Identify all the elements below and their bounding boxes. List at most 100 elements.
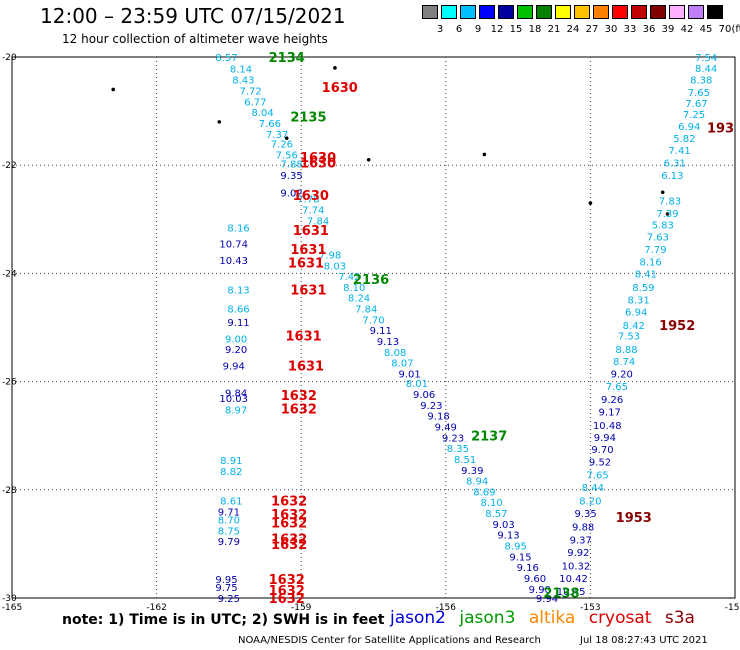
wave-height-label: 8.44: [582, 483, 604, 494]
wave-height-label: 9.26: [601, 395, 623, 406]
wave-height-label: 7.83: [659, 196, 681, 207]
legend-tick-label: 33: [623, 24, 637, 35]
legend-tick-label: 24: [566, 24, 580, 35]
wave-height-label: 9.18: [427, 412, 449, 423]
legend-swatch: [631, 5, 647, 19]
wave-height-label: 8.57: [485, 509, 507, 520]
wave-height-label: 6.77: [244, 97, 266, 108]
wave-height-label: 9.94: [223, 361, 245, 372]
legend-swatch: [707, 5, 723, 19]
x-tick-label: -162: [146, 603, 166, 613]
wave-height-label: 9.39: [461, 466, 483, 477]
legend-swatch: [593, 5, 609, 19]
legend-swatch: [574, 5, 590, 19]
legend-swatch: [669, 5, 685, 19]
wave-height-label: 9.20: [611, 369, 633, 380]
wave-height-label: 8.97: [225, 406, 247, 417]
pass-time-label: 2137: [471, 430, 507, 445]
wave-height-label: 7.67: [685, 99, 707, 110]
x-tick-label: -150: [725, 603, 740, 613]
wave-height-label: 8.08: [384, 348, 406, 359]
legend-swatch: [460, 5, 476, 19]
wave-height-label: 8.13: [227, 286, 249, 297]
wave-height-label: 8.20: [579, 497, 601, 508]
wave-height-label: 9.84: [225, 388, 247, 399]
wave-height-label: 8.42: [623, 321, 645, 332]
wave-height-label: 8.51: [454, 455, 476, 466]
wave-height-label: 7.39: [656, 209, 678, 220]
legend-tick-label: 30: [604, 24, 618, 35]
island-dot: [482, 152, 487, 157]
legend-swatch: [441, 5, 457, 19]
sat-altika: altika: [528, 608, 576, 628]
sat-cryosat: cryosat: [588, 608, 652, 628]
island-dot: [665, 212, 670, 216]
wave-height-label: 8.95: [505, 542, 527, 553]
pass-time-label: 1632: [269, 573, 305, 588]
wave-height-label: 7.84: [307, 216, 329, 227]
wave-height-label: 7.65: [586, 471, 608, 482]
y-tick-label: -26: [2, 378, 17, 388]
pass-time-label: 1632: [269, 592, 305, 607]
satellite-legend: jason2 jason3 altika cryosat s3a: [390, 608, 703, 628]
x-tick-label: -159: [291, 603, 312, 613]
chart-title: 12:00 – 23:59 UTC 07/15/2021: [40, 4, 346, 28]
wave-height-label: 9.23: [442, 433, 464, 444]
wave-height-label: 8.44: [695, 64, 717, 75]
wave-height-label: 7.65: [688, 88, 710, 99]
pass-time-label: 1632: [281, 403, 317, 418]
wave-height-label: 5.83: [652, 221, 674, 232]
wave-height-label: 10.74: [219, 240, 248, 251]
wave-height-label: 7.53: [618, 332, 640, 343]
pass-time-label: 2136: [353, 273, 389, 288]
pass-time-label: 2134: [269, 51, 305, 66]
wave-height-label: 9.20: [225, 345, 247, 356]
legend-tick-label: 39: [661, 24, 675, 35]
wave-height-label: 9.25: [218, 594, 240, 605]
wave-height-label: 7.54: [695, 53, 717, 64]
wave-height-label: 9.60: [524, 574, 546, 585]
wave-height-label: 7.66: [259, 119, 281, 130]
wave-height-label: 8.14: [230, 64, 252, 75]
pass-time-label: 1632: [271, 508, 307, 523]
pass-time-label: 1952: [659, 319, 695, 334]
x-tick-label: -156: [436, 603, 457, 613]
y-tick-label: -30: [2, 594, 17, 604]
sat-s3a: s3a: [664, 608, 695, 628]
credit-line: NOAA/NESDIS Center for Satellite Applica…: [238, 635, 541, 646]
wave-height-label: 8.66: [227, 305, 249, 316]
wave-height-label: 7.84: [355, 305, 377, 316]
wave-height-label: 7.63: [647, 233, 669, 244]
wave-height-label: 7.88: [280, 160, 302, 171]
wave-height-label: 9.23: [420, 401, 442, 412]
wave-height-label: 6.94: [678, 122, 700, 133]
pass-time-label: 1631: [290, 243, 326, 258]
wave-height-label: 9.79: [218, 537, 240, 548]
pass-time-label: 1632: [271, 516, 307, 531]
legend-tick-label: 3: [436, 24, 444, 35]
wave-height-label: 9.70: [591, 445, 613, 456]
generated-timestamp: Jul 18 08:27:43 UTC 2021: [580, 635, 708, 646]
island-dot: [660, 190, 665, 195]
y-tick-label: -20: [2, 53, 17, 63]
wave-height-label: 9.06: [413, 390, 435, 401]
island-dot: [284, 136, 289, 140]
legend-tick-label: 9: [474, 24, 482, 35]
legend-tick-label: 70: [718, 24, 732, 35]
wave-height-label: 10.48: [593, 421, 622, 432]
pass-time-label: 1631: [288, 359, 324, 374]
legend-swatch: [612, 5, 628, 19]
wave-height-label: 7.72: [239, 87, 261, 98]
wave-height-label: 8.31: [627, 295, 649, 306]
y-tick-label: -22: [2, 161, 17, 171]
wave-height-label: 9.49: [435, 423, 457, 434]
x-tick-label: -153: [580, 603, 600, 613]
wave-height-label: 8.07: [391, 359, 413, 370]
y-tick-label: -28: [2, 486, 17, 496]
wave-height-label: 8.69: [473, 487, 495, 498]
wave-height-label: 7.65: [606, 382, 628, 393]
legend-swatch: [479, 5, 495, 19]
wave-height-label: 8.16: [640, 257, 662, 268]
wave-height-label: 8.35: [447, 444, 469, 455]
legend-swatch: [650, 5, 666, 19]
